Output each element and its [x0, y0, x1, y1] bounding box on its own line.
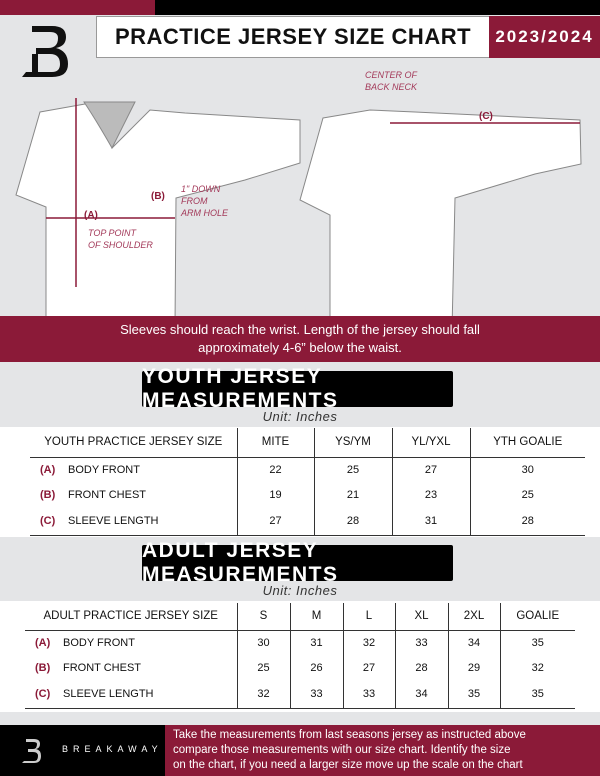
top-bar — [155, 0, 600, 15]
footer-instructions: Take the measurements from last seasons … — [165, 725, 600, 776]
fit-instructions-banner: Sleeves should reach the wrist. Length o… — [0, 316, 600, 362]
table-row: (A) BODY FRONT 30 31 32 33 34 35 — [25, 630, 575, 655]
adult-heading: ADULT JERSEY MEASUREMENTS — [142, 539, 453, 586]
youth-unit: Unit: Inches — [262, 409, 338, 424]
note-b: 1" DOWN FROM ARM HOLE — [181, 184, 229, 218]
footer-brand-panel — [0, 725, 165, 776]
table-row: (C) SLEEVE LENGTH 27 28 31 28 — [30, 507, 585, 536]
breakaway-logo — [22, 26, 68, 77]
top-bar-accent — [0, 0, 155, 15]
brand-name: BREAKAWAY — [62, 744, 163, 754]
note-a: TOP POINT OF SHOULDER — [88, 228, 153, 250]
page-title: PRACTICE JERSEY SIZE CHART — [96, 16, 490, 58]
breakaway-logo-small — [22, 739, 41, 763]
front-jersey — [15, 101, 301, 316]
season-label: 2023/2024 — [489, 16, 600, 58]
note-c: CENTER OF BACK NECK — [365, 70, 418, 92]
adult-size-table: ADULT PRACTICE JERSEY SIZE S M L XL 2XL GOALIE… — [25, 603, 575, 709]
front-collar-icon — [83, 101, 136, 150]
youth-size-table: YOUTH PRACTICE JERSEY SIZE MITE YS/YM YL/YX… — [30, 428, 585, 536]
table-row: (A) BODY FRONT 22 25 27 30 — [30, 457, 585, 482]
adult-unit: Unit: Inches — [262, 583, 338, 598]
table-row: (B) FRONT CHEST 19 21 23 25 — [30, 482, 585, 507]
label-c: (C) — [479, 111, 493, 122]
back-jersey — [299, 109, 582, 316]
label-b: (B) — [151, 191, 165, 202]
table-row: (B) FRONT CHEST 25 26 27 28 29 32 — [25, 655, 575, 681]
youth-heading: YOUTH JERSEY MEASUREMENTS — [142, 365, 453, 412]
table-row: (C) SLEEVE LENGTH 32 33 33 34 35 35 — [25, 681, 575, 709]
jersey-diagram — [15, 98, 582, 316]
label-a: (A) — [84, 210, 98, 221]
